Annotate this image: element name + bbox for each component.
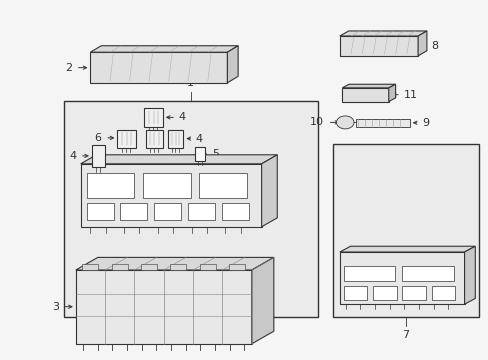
Polygon shape <box>417 31 426 56</box>
Text: 2: 2 <box>65 63 72 73</box>
Polygon shape <box>144 108 163 127</box>
Polygon shape <box>142 173 190 198</box>
Polygon shape <box>464 246 474 304</box>
Polygon shape <box>402 266 453 281</box>
Polygon shape <box>81 155 277 164</box>
Polygon shape <box>86 173 134 198</box>
Polygon shape <box>227 46 238 83</box>
Text: 5: 5 <box>211 149 218 159</box>
Polygon shape <box>170 264 186 270</box>
Text: 4: 4 <box>178 112 185 122</box>
Polygon shape <box>339 31 426 36</box>
Polygon shape <box>120 203 147 220</box>
Bar <box>355 119 409 127</box>
Polygon shape <box>431 286 454 300</box>
Polygon shape <box>81 164 261 227</box>
Text: 10: 10 <box>309 117 324 127</box>
Polygon shape <box>76 257 273 270</box>
Polygon shape <box>82 264 98 270</box>
Polygon shape <box>154 203 181 220</box>
Polygon shape <box>221 203 248 220</box>
Polygon shape <box>342 88 388 102</box>
Text: 1: 1 <box>187 78 194 88</box>
Text: 7: 7 <box>402 330 408 341</box>
Polygon shape <box>90 46 238 52</box>
Polygon shape <box>141 264 157 270</box>
Polygon shape <box>372 286 396 300</box>
Bar <box>63 101 317 317</box>
Text: 6: 6 <box>95 133 102 143</box>
Polygon shape <box>339 246 474 252</box>
Polygon shape <box>261 155 277 227</box>
Polygon shape <box>199 173 246 198</box>
Polygon shape <box>343 286 366 300</box>
Circle shape <box>336 116 353 129</box>
Bar <box>332 144 478 317</box>
Polygon shape <box>339 252 464 304</box>
Text: 3: 3 <box>52 302 59 312</box>
Polygon shape <box>339 36 417 56</box>
Polygon shape <box>111 264 127 270</box>
Polygon shape <box>228 264 244 270</box>
Polygon shape <box>199 264 215 270</box>
Polygon shape <box>92 145 104 167</box>
Polygon shape <box>90 52 227 83</box>
Polygon shape <box>388 84 395 102</box>
Polygon shape <box>251 257 273 344</box>
Text: 9: 9 <box>421 118 428 128</box>
Text: 4: 4 <box>195 134 203 144</box>
Polygon shape <box>76 270 251 344</box>
Polygon shape <box>187 203 214 220</box>
Polygon shape <box>167 130 183 148</box>
Text: 11: 11 <box>403 90 417 100</box>
Text: 8: 8 <box>430 41 438 51</box>
Text: 4: 4 <box>69 151 76 161</box>
Polygon shape <box>117 130 136 148</box>
Polygon shape <box>342 84 395 88</box>
Polygon shape <box>194 147 205 161</box>
Polygon shape <box>145 130 163 148</box>
Polygon shape <box>402 286 425 300</box>
Polygon shape <box>343 266 395 281</box>
Polygon shape <box>86 203 113 220</box>
